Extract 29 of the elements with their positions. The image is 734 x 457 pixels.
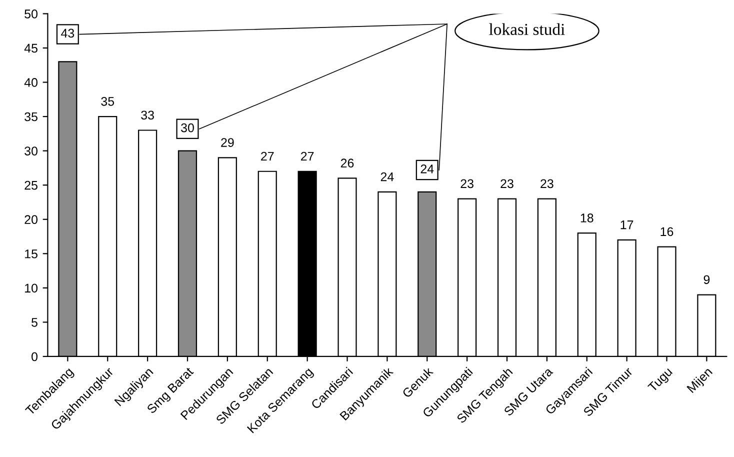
data-label: 29 — [221, 138, 234, 147]
y-tick-label: 45 — [24, 44, 38, 53]
data-label: 18 — [580, 214, 594, 222]
data-label: 26 — [340, 158, 354, 168]
data-label: 9 — [704, 275, 710, 284]
data-label: 33 — [141, 110, 154, 120]
data-label: 35 — [101, 96, 114, 106]
y-tick-label: 40 — [24, 78, 38, 87]
data-label: 24 — [380, 172, 394, 182]
y-tick-label: 35 — [24, 112, 38, 122]
y-tick-label: 15 — [25, 250, 38, 258]
data-label: 27 — [300, 152, 314, 161]
y-tick-label: 25 — [24, 180, 38, 190]
y-tick-label: 10 — [25, 284, 38, 293]
data-label: 17 — [620, 220, 634, 230]
data-label: 43 — [61, 28, 74, 38]
data-label: 23 — [460, 179, 474, 188]
data-label: 16 — [660, 227, 674, 236]
y-tick-label: 20 — [24, 215, 38, 224]
data-label: 30 — [181, 123, 194, 132]
y-tick-label: 5 — [32, 318, 38, 327]
data-label: 23 — [540, 179, 554, 188]
y-tick-label: 30 — [24, 146, 38, 156]
y-tick-label: 50 — [24, 10, 38, 18]
annotation: lokasi studi — [489, 23, 565, 36]
data-label: 27 — [261, 152, 274, 161]
data-label: 24 — [420, 164, 434, 174]
data-label: 23 — [500, 179, 514, 188]
y-tick-label: 0 — [32, 352, 38, 362]
